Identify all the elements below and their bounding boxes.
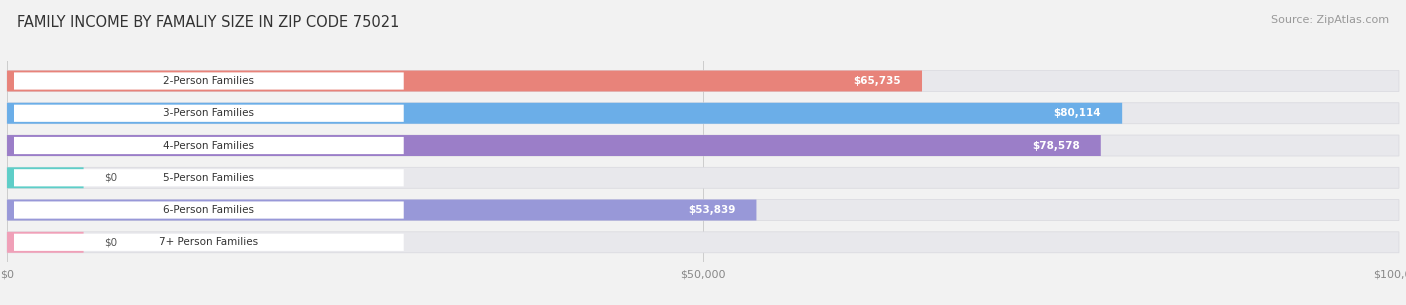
Text: $0: $0: [104, 237, 118, 247]
Text: 2-Person Families: 2-Person Families: [163, 76, 254, 86]
FancyBboxPatch shape: [7, 199, 1399, 221]
FancyBboxPatch shape: [952, 106, 1112, 120]
FancyBboxPatch shape: [7, 167, 1399, 188]
FancyBboxPatch shape: [7, 199, 756, 221]
Text: Source: ZipAtlas.com: Source: ZipAtlas.com: [1271, 15, 1389, 25]
FancyBboxPatch shape: [7, 135, 1101, 156]
Text: $53,839: $53,839: [688, 205, 735, 215]
FancyBboxPatch shape: [752, 74, 911, 88]
FancyBboxPatch shape: [7, 103, 1122, 124]
FancyBboxPatch shape: [14, 234, 404, 251]
FancyBboxPatch shape: [14, 169, 404, 186]
Text: $80,114: $80,114: [1053, 108, 1101, 118]
FancyBboxPatch shape: [14, 72, 404, 90]
Text: FAMILY INCOME BY FAMALIY SIZE IN ZIP CODE 75021: FAMILY INCOME BY FAMALIY SIZE IN ZIP COD…: [17, 15, 399, 30]
Text: 3-Person Families: 3-Person Families: [163, 108, 254, 118]
FancyBboxPatch shape: [7, 70, 922, 92]
Text: $78,578: $78,578: [1032, 141, 1080, 151]
Text: 6-Person Families: 6-Person Families: [163, 205, 254, 215]
FancyBboxPatch shape: [14, 137, 404, 154]
FancyBboxPatch shape: [7, 70, 1399, 92]
Text: $0: $0: [104, 173, 118, 183]
FancyBboxPatch shape: [7, 232, 1399, 253]
FancyBboxPatch shape: [7, 167, 83, 188]
Text: 7+ Person Families: 7+ Person Families: [159, 237, 259, 247]
FancyBboxPatch shape: [7, 232, 83, 253]
Text: 5-Person Families: 5-Person Families: [163, 173, 254, 183]
FancyBboxPatch shape: [14, 105, 404, 122]
FancyBboxPatch shape: [7, 135, 1399, 156]
Text: 4-Person Families: 4-Person Families: [163, 141, 254, 151]
FancyBboxPatch shape: [14, 201, 404, 219]
FancyBboxPatch shape: [931, 139, 1090, 152]
FancyBboxPatch shape: [7, 103, 1399, 124]
FancyBboxPatch shape: [586, 203, 747, 217]
Text: $65,735: $65,735: [853, 76, 901, 86]
